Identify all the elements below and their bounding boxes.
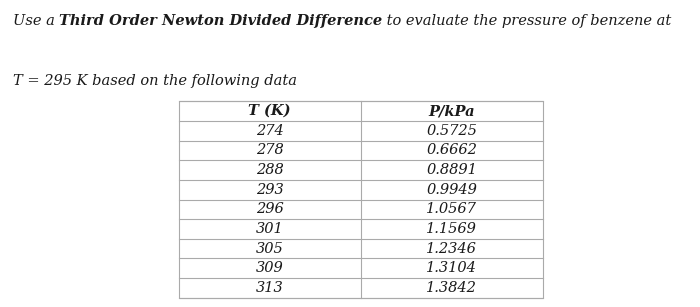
Text: 1.3104: 1.3104 — [426, 261, 477, 275]
Text: 1.0567: 1.0567 — [426, 202, 477, 216]
Text: 0.8891: 0.8891 — [426, 163, 477, 177]
Text: T = 295 K based on the following data: T = 295 K based on the following data — [13, 74, 297, 88]
Text: 309: 309 — [256, 261, 284, 275]
Text: 278: 278 — [256, 143, 284, 157]
Text: 0.6662: 0.6662 — [426, 143, 477, 157]
Text: 1.3842: 1.3842 — [426, 281, 477, 295]
Text: 1.2346: 1.2346 — [426, 242, 477, 256]
Text: 305: 305 — [256, 242, 284, 256]
Text: 274: 274 — [256, 124, 284, 138]
Text: 0.5725: 0.5725 — [426, 124, 477, 138]
Text: P/kPa: P/kPa — [428, 104, 475, 118]
Text: 301: 301 — [256, 222, 284, 236]
Text: to evaluate the pressure of benzene at: to evaluate the pressure of benzene at — [382, 14, 671, 28]
Text: 296: 296 — [256, 202, 284, 216]
Text: T (K): T (K) — [248, 104, 290, 118]
Text: 0.9949: 0.9949 — [426, 183, 477, 197]
Text: 293: 293 — [256, 183, 284, 197]
Text: Third Order Newton Divided Difference: Third Order Newton Divided Difference — [59, 14, 382, 28]
Text: 1.1569: 1.1569 — [426, 222, 477, 236]
Text: 288: 288 — [256, 163, 284, 177]
Text: Use a: Use a — [13, 14, 59, 28]
Text: 313: 313 — [256, 281, 284, 295]
